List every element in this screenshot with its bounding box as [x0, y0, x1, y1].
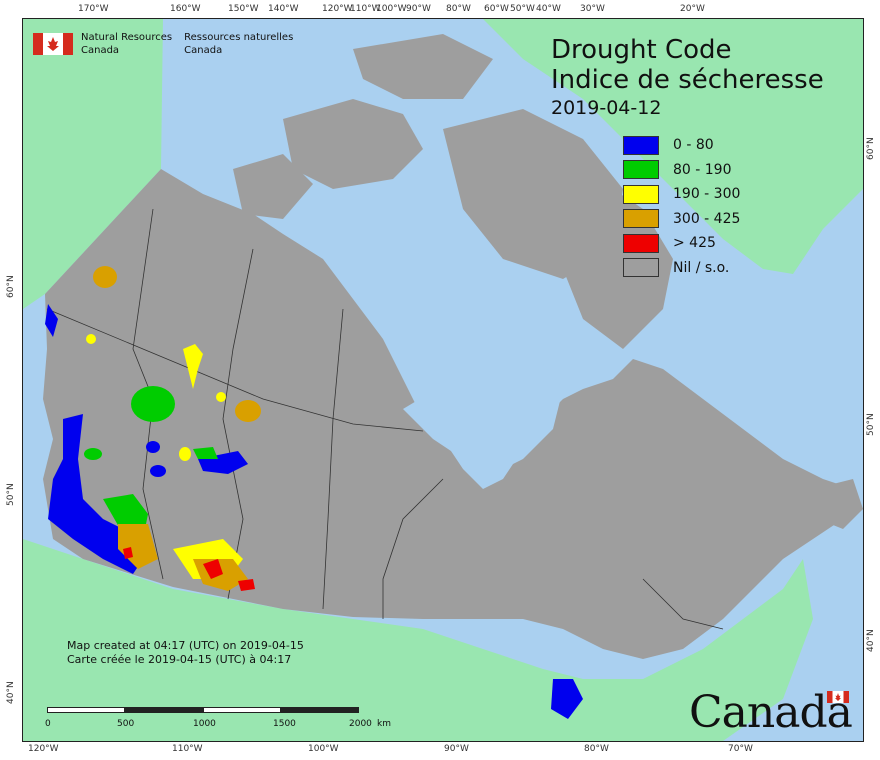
- canada-flag-icon: [827, 691, 849, 703]
- legend-label: 190 - 300: [673, 186, 741, 203]
- scale-label: 500: [117, 719, 135, 729]
- legend-label: > 425: [673, 235, 716, 252]
- legend-swatch: [623, 184, 659, 204]
- lon-label: 170°W: [78, 4, 109, 14]
- patch-190-300: [183, 344, 203, 389]
- lon-label: 100°W: [376, 4, 407, 14]
- legend-item: 300 - 425: [623, 207, 740, 232]
- patch-425-plus: [123, 547, 133, 559]
- legend-item: 80 - 190: [623, 158, 740, 183]
- lon-label: 120°W: [28, 744, 59, 754]
- lon-label: 40°W: [536, 4, 561, 14]
- scale-label: 0: [45, 719, 51, 729]
- legend-label: 300 - 425: [673, 210, 741, 227]
- agency-name-en: Natural Resources Canada: [81, 32, 173, 56]
- canada-flag-icon: [33, 33, 73, 55]
- patch-0-80: [146, 441, 160, 453]
- provincial-boundaries: [46, 208, 724, 630]
- map-date: 2019-04-12: [551, 97, 662, 119]
- credits-fr: Carte créée le 2019-04-15 (UTC) à 04:17: [67, 653, 292, 666]
- scale-segment: [203, 707, 281, 713]
- patch-0-80: [150, 465, 166, 477]
- patch-190-300: [216, 392, 226, 402]
- canada-wordmark: Canada: [689, 687, 853, 738]
- legend-label: Nil / s.o.: [673, 259, 730, 276]
- patch-80-190: [131, 386, 175, 422]
- lon-label: 70°W: [728, 744, 753, 754]
- patch-190-300: [86, 334, 96, 344]
- patch-0-80: [45, 304, 58, 337]
- lon-label: 30°W: [580, 4, 605, 14]
- legend-item: 0 - 80: [623, 133, 740, 158]
- legend-swatch: [623, 135, 659, 155]
- scale-label: 2000: [349, 719, 372, 729]
- lon-label: 20°W: [680, 4, 705, 14]
- scale-bar: 0 500 1000 1500 2000 km: [45, 707, 391, 729]
- scale-segment: [125, 707, 203, 713]
- credits-en: Map created at 04:17 (UTC) on 2019-04-15: [67, 639, 304, 652]
- lon-label: 100°W: [308, 744, 339, 754]
- lon-label: 80°W: [584, 744, 609, 754]
- scale-label: 1500: [273, 719, 296, 729]
- lat-label: 50°N: [6, 483, 16, 506]
- newfoundland: [813, 479, 863, 529]
- legend-item: Nil / s.o.: [623, 256, 740, 281]
- lat-label: 60°N: [866, 137, 876, 160]
- lat-label: 60°N: [6, 275, 16, 298]
- lon-label: 90°W: [406, 4, 431, 14]
- scale-segment: [47, 707, 125, 713]
- arctic-island-2: [353, 34, 493, 99]
- agency-name-fr: Ressources naturelles Canada: [184, 32, 294, 56]
- arctic-island-4: [233, 154, 313, 219]
- lat-label: 40°N: [6, 681, 16, 704]
- drought-code-map[interactable]: [23, 19, 863, 741]
- arctic-island-1: [283, 99, 423, 189]
- map-title-en: Drought Code: [551, 35, 732, 65]
- patch-425-plus: [203, 559, 223, 579]
- map-credits: Map created at 04:17 (UTC) on 2019-04-15…: [67, 639, 304, 667]
- lon-label: 120°W: [322, 4, 353, 14]
- patch-0-80: [551, 679, 583, 719]
- legend-swatch: [623, 209, 659, 229]
- scale-label: 1000: [193, 719, 216, 729]
- legend-item: > 425: [623, 231, 740, 256]
- map-frame: 170°W Natural Resources Canada Ressource…: [22, 18, 864, 742]
- legend-swatch: [623, 258, 659, 278]
- patch-300-425: [93, 266, 117, 288]
- lon-label: 90°W: [444, 744, 469, 754]
- alaska-land: [23, 19, 163, 309]
- legend-swatch: [623, 233, 659, 253]
- legend-item: 190 - 300: [623, 182, 740, 207]
- usa-land: [23, 539, 813, 741]
- lon-label: 110°W: [350, 4, 381, 14]
- lon-label: 80°W: [446, 4, 471, 14]
- greenland-land: [483, 19, 863, 274]
- lon-label: 50°W: [510, 4, 535, 14]
- hudson-bay: [403, 359, 563, 474]
- canada-mainland: [43, 169, 853, 659]
- legend-label: 0 - 80: [673, 137, 714, 154]
- lat-label: 40°N: [866, 629, 876, 652]
- patch-190-300: [179, 447, 191, 461]
- lon-label: 150°W: [228, 4, 259, 14]
- patch-80-190: [84, 448, 102, 460]
- lon-label: 110°W: [172, 744, 203, 754]
- lat-label: 50°N: [866, 413, 876, 436]
- legend-label: 80 - 190: [673, 161, 732, 178]
- legend: 0 - 80 80 - 190 190 - 300 300 - 425 > 42…: [623, 133, 740, 280]
- lon-label: 160°W: [170, 4, 201, 14]
- scale-segment: [281, 707, 359, 713]
- legend-swatch: [623, 160, 659, 180]
- nrcan-signature: Natural Resources Canada Ressources natu…: [33, 31, 305, 57]
- drought-patches: [45, 266, 583, 719]
- patch-80-190: [193, 447, 218, 459]
- lon-label: 140°W: [268, 4, 299, 14]
- map-title-fr: Indice de sécheresse: [551, 65, 824, 95]
- scale-unit: km: [377, 719, 391, 729]
- patch-300-425: [235, 400, 261, 422]
- patch-425-plus: [238, 579, 255, 591]
- lon-label: 60°W: [484, 4, 509, 14]
